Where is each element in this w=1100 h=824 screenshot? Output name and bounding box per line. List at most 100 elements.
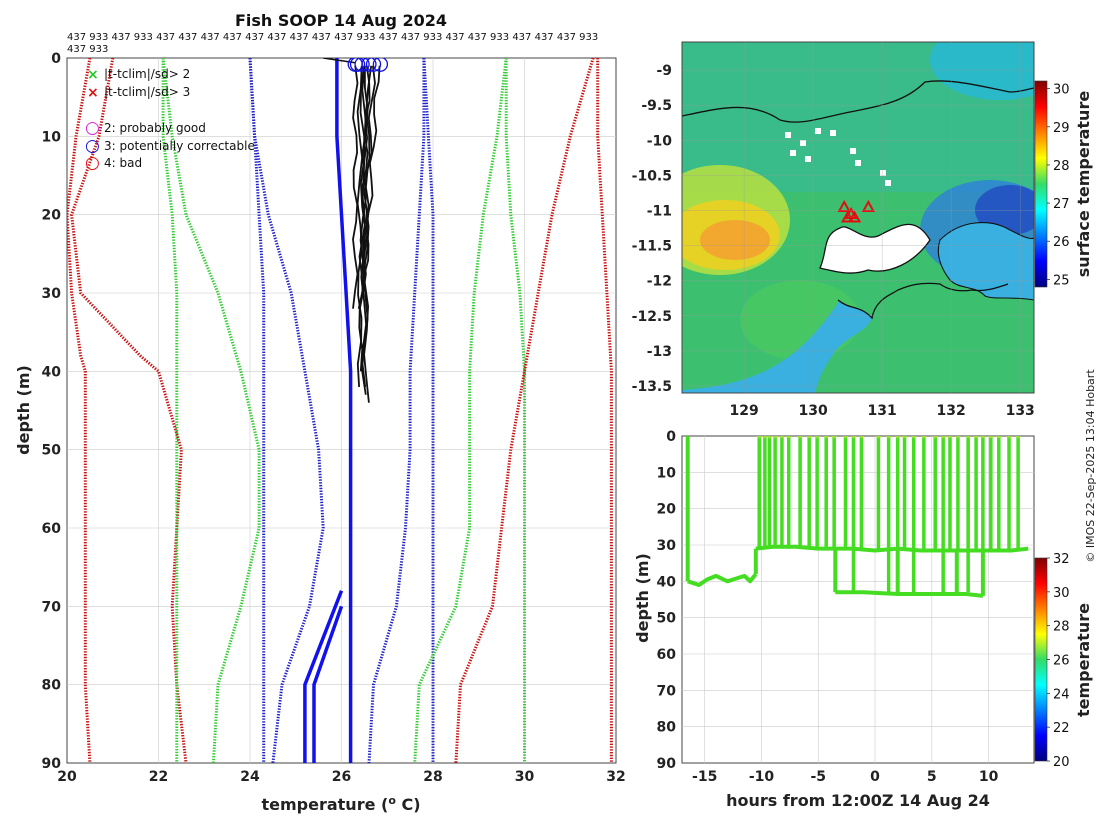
map-grid xyxy=(682,42,1034,393)
bottom-cb-tick: 28 xyxy=(1053,620,1070,635)
cast-top-point xyxy=(940,436,946,439)
map-cloud-pixel xyxy=(815,128,821,134)
cast-top-point xyxy=(843,436,849,439)
cast-top-point xyxy=(806,436,812,439)
cast-top-point xyxy=(766,436,772,439)
cast-top-point xyxy=(886,436,892,439)
legend-label-2: 2: probably good xyxy=(104,121,206,135)
cast-top-point xyxy=(932,436,938,439)
map-frame xyxy=(681,41,1035,394)
cast-top-point xyxy=(965,436,971,439)
map-cloud-pixel xyxy=(805,156,811,162)
left-x-tick: 30 xyxy=(515,769,535,785)
cast-top-point xyxy=(921,436,927,439)
legend-label-4: 4: bad xyxy=(104,156,142,170)
cast-top-point xyxy=(1006,436,1012,439)
left-y-tick: 50 xyxy=(42,443,62,459)
map-colorbar xyxy=(1034,80,1048,288)
qc-marker-circle xyxy=(354,58,370,72)
left-x-tick: 20 xyxy=(57,769,77,785)
series-clim-2sd-low-a xyxy=(161,58,261,763)
bottom-cb-tick: 26 xyxy=(1053,654,1070,669)
bottom-y-tick: 40 xyxy=(657,574,677,590)
map-x-tick: 130 xyxy=(799,403,828,419)
map-triangle-marker xyxy=(861,199,876,212)
bottom-y-tick: 50 xyxy=(657,611,677,627)
left-legend: × |t-tclim|/sd> 2 × |t-tclim|/sd> 3 ○ 2:… xyxy=(85,67,255,173)
bottom-y-axis-label: depth (m) xyxy=(633,553,652,643)
map-y-tick: -12.5 xyxy=(632,309,672,325)
map-ticks: 129 130 131 132 133 -9 -9.5 -10 -10.5 -11 -11.5 -12… xyxy=(632,63,1035,419)
cast-top-point xyxy=(831,436,837,439)
legend-label-0: |t-tclim|/sd> 2 xyxy=(104,67,190,81)
bottom-y-tick: 10 xyxy=(657,465,677,481)
platform-ids-line2: 437 933 xyxy=(67,44,108,55)
series-clim-2sd-high-a xyxy=(413,58,508,763)
cast-top-point xyxy=(947,436,953,439)
cast-top-point xyxy=(988,436,994,439)
map-y-tick: -9 xyxy=(656,63,672,79)
imos-watermark: © IMOS 22-Sep-2025 13:04 Hobart xyxy=(1084,369,1097,563)
observed-profile xyxy=(357,65,371,309)
cast-top-point xyxy=(772,436,778,439)
map-triangle-marker xyxy=(837,199,851,212)
xlabel-sup: o xyxy=(388,794,396,807)
cast-top-point xyxy=(911,436,917,439)
left-x-tick: 24 xyxy=(240,769,260,785)
map-cloud-pixel xyxy=(850,148,856,154)
left-series-group xyxy=(67,58,613,763)
map-cloud-pixel xyxy=(800,140,806,146)
cast-top-point xyxy=(756,436,762,439)
bottom-y-tick: 70 xyxy=(657,683,677,699)
left-y-tick: 40 xyxy=(42,364,62,380)
legend-symbol-2: ○ xyxy=(85,118,100,138)
cast-top-point xyxy=(895,436,901,439)
map-triangle-markers xyxy=(837,199,876,223)
map-y-tick: -13 xyxy=(647,344,672,360)
map-y-tick: -9.5 xyxy=(641,98,672,114)
map-y-tick: -12 xyxy=(647,274,672,290)
map-cb-tick: 27 xyxy=(1053,197,1070,212)
bottom-colorbar-label: temperature xyxy=(1074,603,1093,717)
map-triangle-marker xyxy=(847,210,862,223)
series-clim-mean-lower xyxy=(312,605,344,763)
left-y-tick: 0 xyxy=(51,51,61,67)
map-cb-tick: 29 xyxy=(1053,121,1070,136)
bottom-ticks: -15 -10 -5 0 5 10 0 10 20 30 40 50 60 70 80 90 xyxy=(657,429,999,785)
left-grid xyxy=(67,58,616,763)
map-coastline-north xyxy=(682,80,1034,123)
left-x-axis-label: temperature (o C) xyxy=(261,794,420,814)
bottom-x-tick: 5 xyxy=(927,769,937,785)
map-x-tick: 133 xyxy=(1006,403,1035,419)
map-triangle-marker xyxy=(840,210,855,223)
left-y-tick: 80 xyxy=(42,678,62,694)
left-y-tick: 10 xyxy=(42,129,62,145)
map-coastline-south xyxy=(837,282,1009,320)
map-y-tick: -11 xyxy=(647,203,672,219)
left-y-tick: 20 xyxy=(42,208,62,224)
bottom-x-tick: 0 xyxy=(870,769,880,785)
cast-top-point xyxy=(973,436,979,439)
bottom-cb-tick: 22 xyxy=(1053,721,1070,736)
left-x-tick: 28 xyxy=(423,769,442,785)
bottom-y-tick: 30 xyxy=(657,538,677,554)
bottom-y-tick: 60 xyxy=(657,647,677,663)
platform-ids-line1: 437 933 437 933 437 437 437 437 437 437 … xyxy=(67,32,598,43)
map-x-tick: 131 xyxy=(868,403,897,419)
cast-top-point xyxy=(902,436,908,439)
legend-symbol-4: ○ xyxy=(85,153,100,173)
map-cloud-pixel xyxy=(855,160,861,166)
left-y-tick: 60 xyxy=(42,521,62,537)
bottom-x-tick: -10 xyxy=(749,769,775,785)
series-clim-3sd-low-b xyxy=(67,58,92,763)
left-y-axis-label: depth (m) xyxy=(14,365,33,455)
bottom-x-tick: -5 xyxy=(810,769,826,785)
map-y-tick: -10 xyxy=(647,133,673,149)
cast-top-point xyxy=(762,436,768,439)
legend-symbol-0: × xyxy=(87,67,99,83)
cast-top-point xyxy=(980,436,986,439)
bottom-cb-tick: 30 xyxy=(1053,586,1070,601)
observed-profile-surface xyxy=(323,58,356,64)
left-ticks: 20 22 24 26 28 30 32 0 10 20 30 40 50 60 70 80 90 xyxy=(42,51,626,785)
cast-top-point xyxy=(996,436,1002,439)
